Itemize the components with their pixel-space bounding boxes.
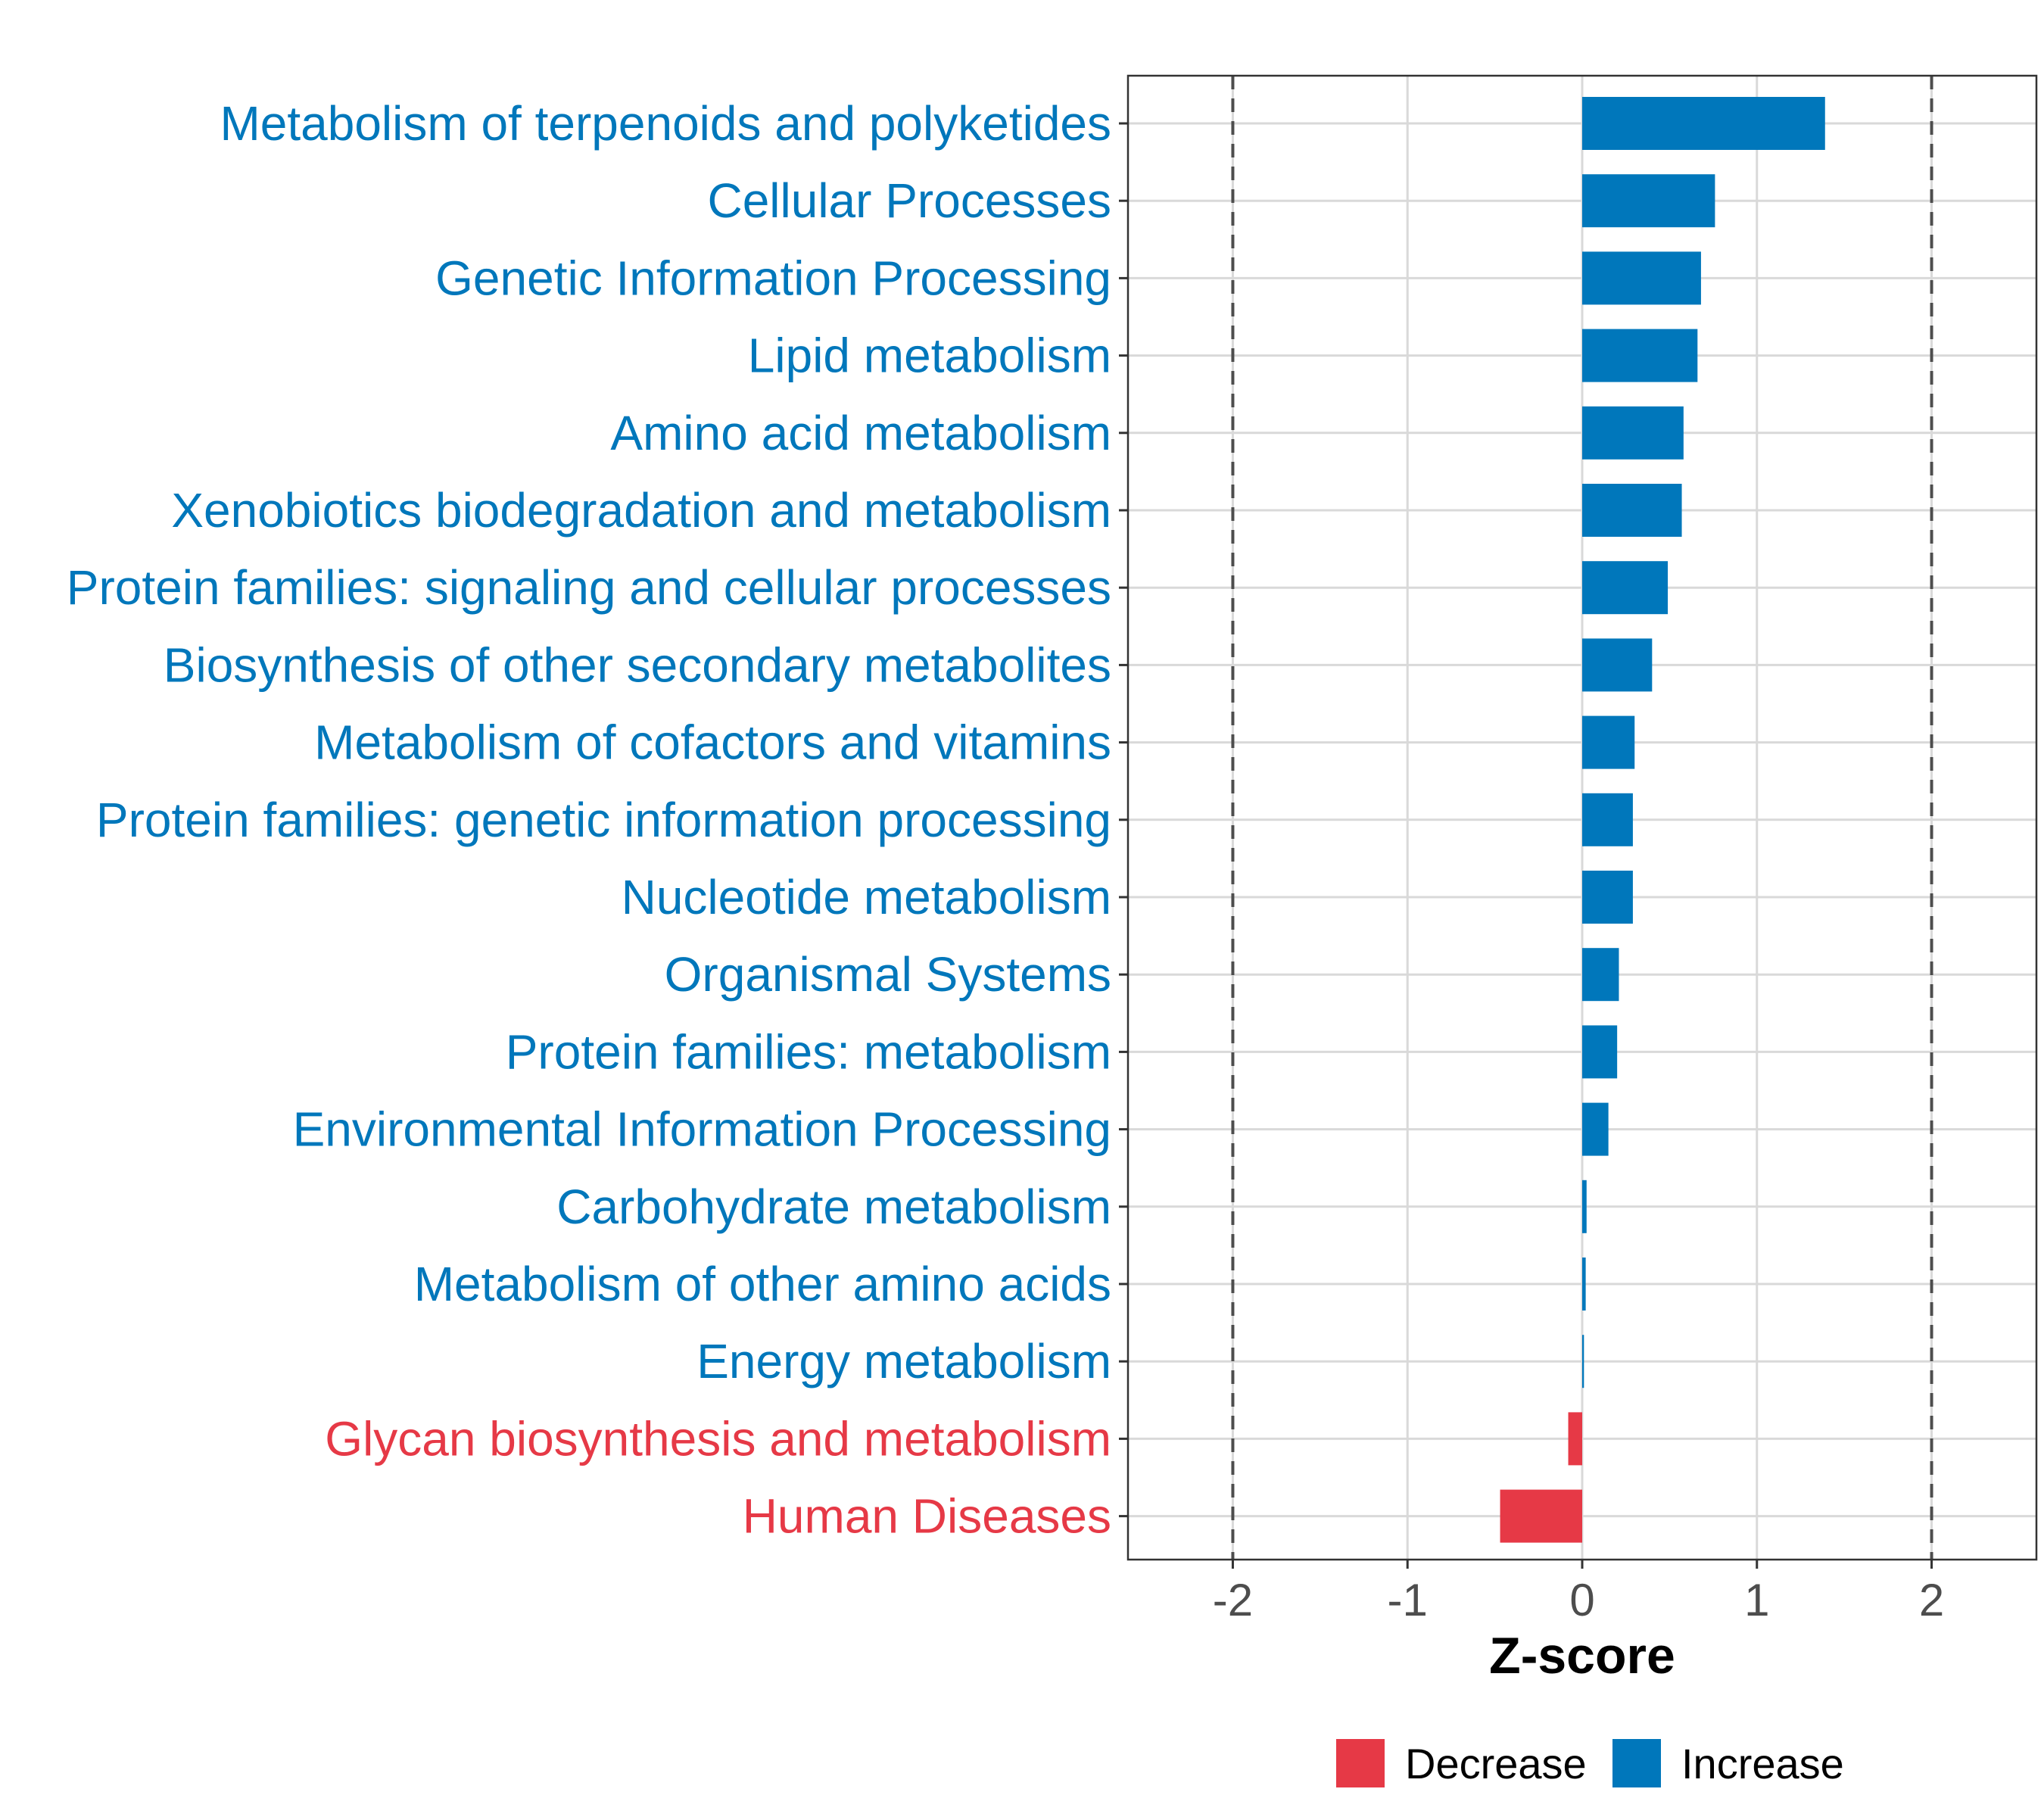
y-tick-label: Nucleotide metabolism [622, 870, 1111, 924]
y-tick-label: Protein families: signaling and cellular… [67, 560, 1111, 615]
bar [1582, 1258, 1586, 1311]
bar [1582, 1180, 1587, 1233]
y-tick-label: Metabolism of other amino acids [414, 1257, 1111, 1311]
y-tick-label: Lipid metabolism [748, 329, 1111, 383]
y-axis: Metabolism of terpenoids and polyketides… [67, 96, 1128, 1544]
legend-swatch-decrease [1336, 1739, 1385, 1787]
y-tick-label: Environmental Information Processing [293, 1102, 1111, 1157]
x-tick-label: -2 [1213, 1575, 1253, 1625]
legend-label-decrease: Decrease [1405, 1740, 1587, 1787]
y-tick-label: Carbohydrate metabolism [556, 1180, 1111, 1234]
reference-lines [1231, 76, 1933, 1560]
legend-swatch-increase [1612, 1739, 1661, 1787]
bar [1582, 251, 1701, 305]
bar [1500, 1489, 1582, 1543]
bar [1582, 715, 1635, 769]
bar [1582, 638, 1653, 692]
legend-label-increase: Increase [1681, 1740, 1844, 1787]
y-tick-label: Glycan biosynthesis and metabolism [325, 1411, 1111, 1466]
y-tick-label: Protein families: genetic information pr… [96, 793, 1111, 847]
x-tick-label: 0 [1569, 1575, 1594, 1625]
bar [1582, 1025, 1618, 1079]
bar [1568, 1412, 1582, 1466]
y-tick-label: Human Diseases [743, 1489, 1111, 1544]
y-tick-label: Metabolism of terpenoids and polyketides [220, 96, 1111, 151]
bar [1582, 174, 1715, 228]
bar [1582, 1102, 1609, 1156]
bar [1582, 484, 1682, 537]
x-tick-label: -1 [1388, 1575, 1428, 1625]
x-axis-title: Z-score [1489, 1627, 1675, 1685]
bar [1582, 561, 1669, 615]
bar [1582, 793, 1633, 846]
bars [1500, 97, 1825, 1543]
bar [1582, 406, 1684, 460]
bar [1582, 871, 1633, 924]
y-tick-label: Biosynthesis of other secondary metaboli… [164, 637, 1111, 692]
x-tick-label: 2 [1919, 1575, 1944, 1625]
bar [1582, 97, 1825, 150]
y-tick-label: Genetic Information Processing [435, 251, 1111, 305]
y-tick-label: Xenobiotics biodegradation and metabolis… [171, 483, 1111, 538]
y-tick-label: Amino acid metabolism [610, 406, 1111, 460]
x-tick-label: 1 [1744, 1575, 1769, 1625]
y-tick-label: Metabolism of cofactors and vitamins [314, 715, 1111, 770]
bar [1582, 1335, 1584, 1388]
bar [1582, 948, 1619, 1002]
x-axis: -2 -1 0 1 2 [1213, 1560, 1944, 1625]
y-tick-label: Organismal Systems [665, 947, 1111, 1002]
legend: Decrease Increase [1336, 1739, 1844, 1787]
y-tick-label: Energy metabolism [696, 1334, 1111, 1388]
bar [1582, 329, 1698, 382]
y-tick-label: Protein families: metabolism [506, 1024, 1111, 1079]
y-tick-label: Cellular Processes [707, 173, 1111, 228]
